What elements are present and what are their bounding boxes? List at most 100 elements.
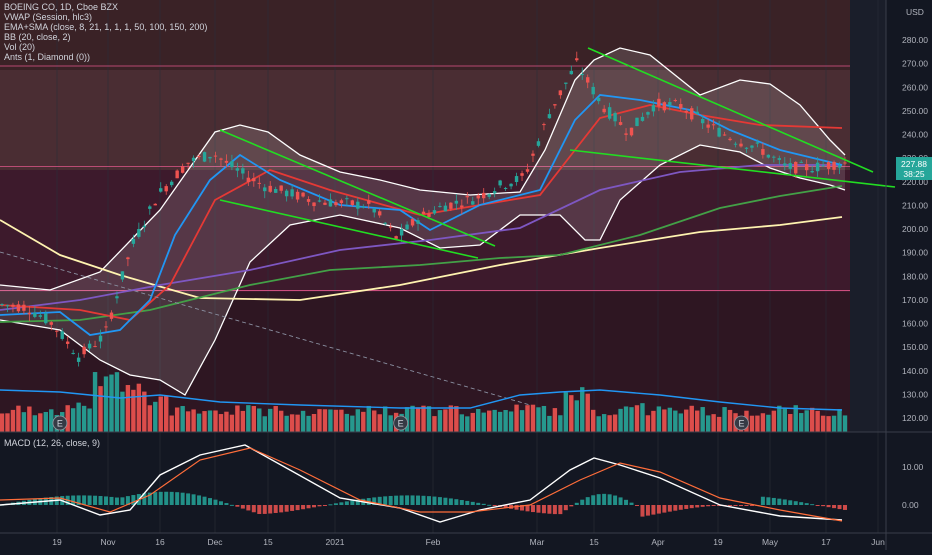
macd-histogram-bar — [322, 505, 327, 506]
volume-bar — [700, 407, 705, 432]
macd-histogram-bar — [224, 503, 229, 505]
candle-body — [772, 156, 776, 158]
macd-histogram-bar — [426, 496, 431, 505]
macd-histogram-bar — [268, 505, 273, 514]
volume-bar — [131, 389, 136, 432]
legend-ema-sma[interactable]: EMA+SMA (close, 8, 21, 1, 1, 1, 50, 100,… — [4, 22, 208, 32]
macd-histogram-bar — [826, 505, 831, 508]
candle-body — [295, 191, 300, 200]
candle-body — [547, 114, 552, 119]
candle-body — [465, 196, 469, 198]
macd-histogram-bar — [749, 505, 754, 506]
volume-bar — [815, 410, 820, 432]
volume-bar — [766, 414, 771, 432]
volume-bar — [268, 408, 273, 432]
macd-histogram-bar — [164, 491, 169, 505]
candle-body — [142, 225, 147, 228]
volume-bar — [580, 387, 585, 432]
candle-body — [564, 82, 568, 84]
macd-histogram-bar — [514, 505, 519, 510]
macd-histogram-bar — [87, 495, 92, 505]
macd-histogram-bar — [804, 503, 809, 505]
candle-body — [799, 161, 803, 163]
candle-body — [356, 201, 360, 209]
macd-histogram-bar — [443, 497, 448, 505]
macd-histogram-bar — [202, 496, 207, 505]
macd-histogram-bar — [301, 505, 306, 510]
volume-bar — [328, 409, 333, 432]
macd-histogram-bar — [273, 505, 278, 513]
candle-body — [591, 86, 595, 95]
candle-body — [613, 112, 617, 122]
candle-body — [843, 162, 847, 164]
candle-body — [509, 183, 513, 187]
macd-histogram-bar — [344, 501, 349, 505]
volume-bar — [689, 405, 694, 432]
macd-histogram-bar — [760, 496, 765, 505]
candle-body — [44, 313, 48, 324]
candle-body — [11, 304, 15, 307]
volume-bar — [158, 396, 163, 432]
candle-body — [16, 304, 21, 312]
volume-bar — [667, 407, 673, 432]
macd-legend[interactable]: MACD (12, 26, close, 9) — [4, 438, 101, 448]
volume-bar — [410, 405, 415, 432]
volume-bar — [465, 416, 470, 432]
macd-histogram-bar — [421, 495, 426, 505]
macd-histogram-bar — [837, 505, 842, 510]
volume-bar — [0, 413, 5, 432]
macd-histogram-bar — [799, 502, 804, 505]
macd-histogram-bar — [355, 499, 360, 505]
price-tick-label: 150.00 — [902, 342, 928, 352]
symbol-title[interactable]: BOEING CO, 1D, Cboe BZX — [4, 2, 119, 12]
volume-bar — [601, 414, 607, 432]
candle-body — [525, 169, 530, 172]
macd-histogram-bar — [585, 497, 590, 505]
trend-line — [587, 47, 874, 173]
legend-vwap[interactable]: VWAP (Session, hlc3) — [4, 12, 93, 22]
volume-bar — [257, 408, 262, 432]
macd-histogram-bar — [339, 502, 344, 505]
macd-histogram-bar — [169, 491, 174, 505]
legend-bb[interactable]: BB (20, close, 2) — [4, 32, 71, 42]
volume-bar — [607, 415, 612, 432]
candle-body — [586, 77, 590, 83]
candle-body — [339, 200, 344, 204]
volume-bar — [98, 386, 103, 432]
volume-bar — [558, 415, 563, 432]
earnings-marker-icon — [52, 415, 68, 431]
candle-body — [755, 142, 760, 144]
volume-bar — [804, 410, 809, 432]
macd-histogram-bar — [695, 505, 700, 508]
time-tick-label: Mar — [530, 537, 545, 547]
time-tick-label: Dec — [207, 537, 223, 547]
legend-ants[interactable]: Ants (1, Diamond (0)) — [4, 52, 91, 62]
volume-bar — [799, 413, 804, 432]
countdown-label: 38:25 — [903, 169, 925, 179]
volume-bar — [218, 414, 224, 432]
legend-vol[interactable]: Vol (20) — [4, 42, 36, 52]
volume-bar — [476, 408, 481, 432]
price-tick-label: 170.00 — [902, 295, 928, 305]
bollinger-lower-line — [0, 144, 846, 396]
volume-bar — [81, 405, 87, 432]
candle-body — [399, 229, 404, 236]
macd-histogram-bar — [607, 494, 612, 505]
macd-histogram-bar — [651, 505, 656, 515]
volume-bar — [837, 409, 842, 432]
price-tick-label: 130.00 — [902, 389, 928, 399]
macd-histogram-bar — [624, 499, 629, 505]
candle-body — [476, 195, 480, 199]
candle-body — [246, 177, 251, 183]
macd-histogram-bar — [262, 505, 267, 514]
volume-bar — [317, 409, 322, 432]
macd-histogram-bar — [744, 505, 749, 506]
candle-body — [383, 222, 387, 224]
price-axis: 280.00270.00260.00250.00240.00230.00220.… — [896, 7, 932, 423]
candle-body — [104, 326, 108, 328]
volume-bar — [596, 416, 601, 432]
macd-histogram-bar — [410, 495, 415, 505]
macd-histogram-bar — [218, 501, 223, 505]
